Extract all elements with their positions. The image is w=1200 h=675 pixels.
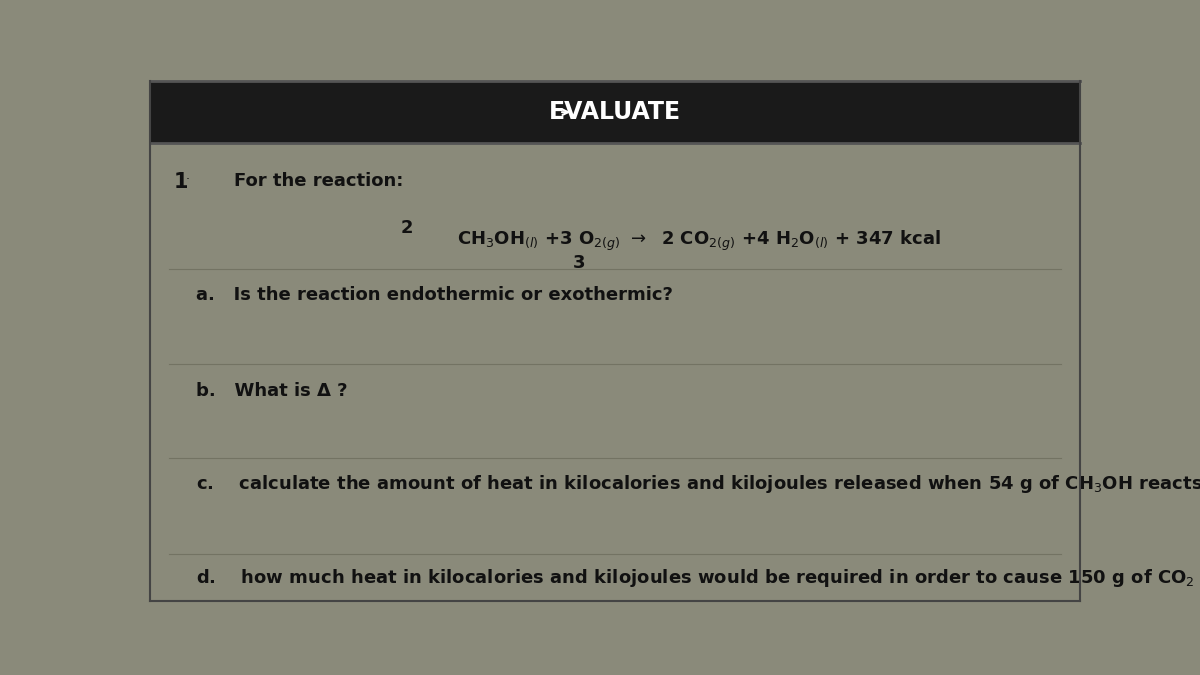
Text: c.    calculate the amount of heat in kilocalories and kilojoules released when : c. calculate the amount of heat in kiloc… bbox=[197, 473, 1200, 495]
Text: 3: 3 bbox=[574, 254, 586, 271]
Text: 1: 1 bbox=[173, 172, 187, 192]
Text: 2: 2 bbox=[401, 219, 414, 237]
Text: ·: · bbox=[185, 173, 190, 186]
Bar bbox=[150, 81, 1080, 143]
Text: a.   Is the reaction endothermic or exothermic?: a. Is the reaction endothermic or exothe… bbox=[197, 286, 673, 304]
Text: CH$_3$OH$_{(l)}$ +3 O$_{2(g)}$ $\rightarrow$  2 CO$_{2(g)}$ +4 H$_2$O$_{(l)}$ + : CH$_3$OH$_{(l)}$ +3 O$_{2(g)}$ $\rightar… bbox=[457, 229, 941, 253]
Text: EVALUATE: EVALUATE bbox=[548, 100, 682, 124]
Text: b.   What is Δ ?: b. What is Δ ? bbox=[197, 383, 348, 400]
Text: d.    how much heat in kilocalories and kilojoules would be required in order to: d. how much heat in kilocalories and kil… bbox=[197, 567, 1200, 589]
Text: For the reaction:: For the reaction: bbox=[234, 172, 403, 190]
